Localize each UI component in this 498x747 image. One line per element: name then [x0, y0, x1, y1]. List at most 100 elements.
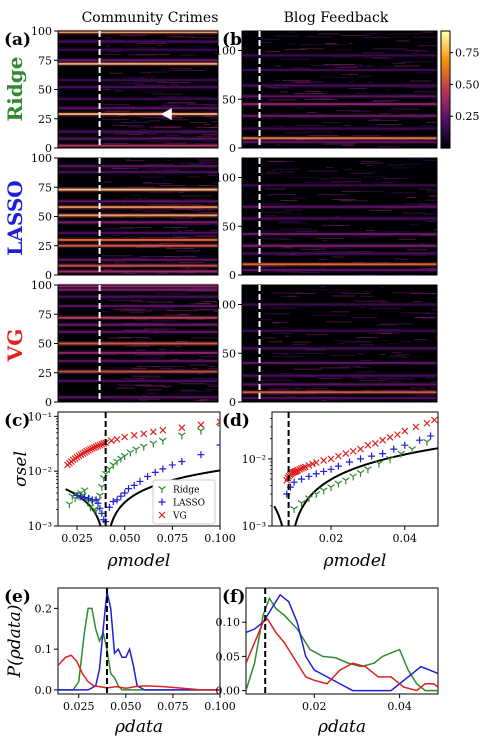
heatmap-texture — [199, 399, 209, 401]
heatmap-texture — [391, 62, 405, 64]
heatmap-texture — [139, 116, 166, 118]
heatmap-texture — [356, 337, 378, 339]
series-vg — [64, 418, 220, 469]
heatmap-texture — [137, 217, 146, 218]
heatmap-texture — [194, 309, 218, 310]
legend-label: Ridge — [173, 486, 200, 496]
heatmap-texture — [136, 43, 166, 44]
colorbar-cell — [441, 36, 450, 40]
heatmap-texture — [295, 81, 312, 83]
heatmap-band-glow — [242, 381, 437, 387]
heatmap-texture — [421, 389, 433, 391]
heatmap-band — [58, 379, 218, 382]
heatmap-band-glow — [58, 257, 218, 263]
heatmap-texture — [289, 31, 296, 33]
heatmap-texture — [180, 129, 202, 131]
data-point — [109, 497, 117, 505]
heatmap-texture — [150, 298, 157, 300]
heatmap-texture — [382, 177, 409, 179]
data-point — [379, 450, 387, 458]
heatmap-texture — [315, 237, 344, 239]
heatmap-texture — [190, 337, 218, 339]
colorbar-cell — [441, 42, 450, 46]
heatmap-texture — [210, 118, 218, 119]
heatmap-texture — [210, 384, 218, 386]
heatmap-texture — [414, 339, 427, 340]
data-point — [327, 455, 335, 463]
heatmap-texture — [148, 301, 174, 303]
heatmap-texture — [366, 370, 374, 372]
legend-marker — [158, 498, 166, 506]
heatmap-texture — [280, 247, 294, 249]
heatmap-texture — [426, 121, 437, 123]
heatmap-band-glow — [242, 93, 437, 99]
y-tick-label: 10⁻³ — [28, 520, 52, 533]
colorbar-cell — [441, 32, 450, 36]
data-point — [390, 445, 398, 453]
heatmap-texture — [154, 126, 183, 128]
heatmap-texture — [297, 107, 306, 109]
heatmap-texture — [129, 273, 160, 275]
colorbar-frame — [440, 30, 451, 149]
axes-d-scatter: 0.02 0.04 10⁻³ 10⁻² ρmodel — [242, 411, 439, 571]
colorbar-cell — [441, 52, 450, 55]
data-point — [320, 467, 328, 475]
heatmap-texture — [282, 80, 311, 82]
axes-e-line: 0.025 0.050 0.075 0.100 0.0 0.1 0.2 ρdata P(ρdat… — [5, 587, 236, 737]
heatmap-texture — [267, 170, 277, 172]
series-line-ridge — [246, 596, 438, 692]
data-point — [290, 478, 298, 486]
heatmap-texture — [288, 393, 317, 395]
heatmap-texture — [371, 182, 395, 183]
heatmap-texture — [349, 172, 373, 174]
heatmap-texture — [351, 317, 378, 319]
colorbar-cell — [441, 95, 450, 98]
heatmap-texture — [405, 50, 428, 52]
data-point — [301, 463, 309, 471]
heatmap-texture — [348, 81, 354, 83]
heatmap-texture — [410, 387, 426, 389]
heatmap-texture — [426, 400, 437, 401]
heatmap-texture — [409, 158, 426, 160]
heatmap-texture — [193, 378, 218, 379]
heatmap-texture — [179, 54, 191, 56]
heatmap-texture — [176, 341, 189, 342]
heatmap-texture — [335, 110, 361, 112]
heatmap-texture — [344, 168, 353, 170]
heatmap-texture — [273, 239, 295, 241]
heatmap-texture — [395, 356, 423, 358]
heatmap-texture — [137, 398, 161, 400]
heatmap-texture — [120, 34, 147, 36]
heatmap-texture — [119, 124, 126, 126]
colorbar-cell — [441, 83, 450, 87]
colorbar-cell — [441, 124, 450, 128]
heatmap-texture — [289, 177, 319, 179]
heatmap-texture — [207, 208, 218, 210]
heatmap-texture — [432, 211, 437, 212]
data-point — [83, 447, 91, 455]
colorbar-cell — [441, 79, 450, 83]
heatmap-texture — [162, 227, 188, 228]
heatmap-texture — [169, 218, 194, 219]
heatmap-texture — [280, 200, 298, 201]
heatmap-band — [58, 270, 218, 273]
heatmap-band-glow — [58, 283, 218, 289]
heatmap-texture — [144, 328, 176, 330]
heatmap-texture — [283, 396, 296, 397]
heatmap-texture — [265, 313, 291, 315]
heatmap-texture — [169, 350, 175, 352]
heatmap-texture — [425, 191, 437, 193]
legend-label: LASSO — [173, 499, 205, 509]
heatmap-texture — [99, 39, 123, 41]
heatmap-band-glow — [58, 230, 218, 236]
heatmap-texture — [185, 230, 194, 232]
y-tick-label: 10⁻² — [28, 465, 52, 478]
heatmap-texture — [187, 210, 212, 212]
data-point — [178, 458, 186, 466]
heatmap-texture — [264, 51, 281, 53]
heatmap-band — [58, 171, 218, 174]
heatmap-texture — [148, 272, 168, 273]
heatmap-band — [242, 397, 437, 400]
heatmap-band — [58, 231, 218, 234]
heatmap-texture — [162, 69, 185, 71]
